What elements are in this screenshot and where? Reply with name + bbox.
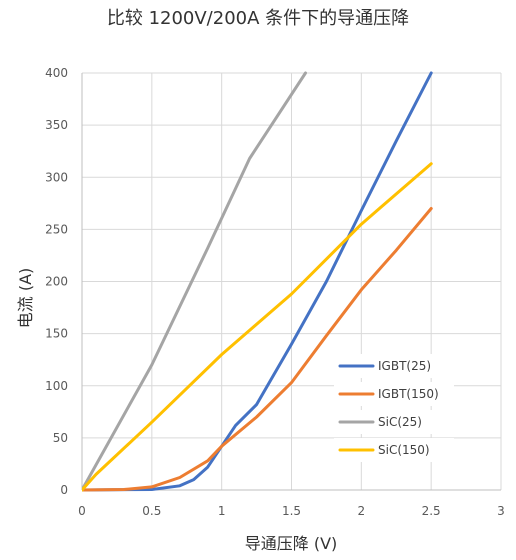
y-tick-label: 200	[45, 275, 68, 289]
x-tick-label: 0	[78, 504, 86, 518]
legend-label-sic-150: SiC(150)	[378, 443, 430, 457]
y-tick-label: 350	[45, 118, 68, 132]
x-tick-label: 3	[497, 504, 505, 518]
x-tick-label: 0.5	[142, 504, 161, 518]
legend-label-igbt-150: IGBT(150)	[378, 387, 439, 401]
x-tick-label: 1	[218, 504, 226, 518]
legend: IGBT(25) IGBT(150) SiC(25) SiC(150)	[334, 354, 454, 462]
x-axis-label: 导通压降 (V)	[245, 534, 338, 553]
y-tick-label: 100	[45, 379, 68, 393]
series-line-sic-150	[82, 162, 433, 492]
y-tick-label: 400	[45, 66, 68, 80]
y-axis-label: 电流 (A)	[16, 268, 35, 329]
x-tick-label: 1.5	[282, 504, 301, 518]
y-tick-label: 150	[45, 327, 68, 341]
series-line-igbt-25	[82, 71, 433, 492]
y-tick-label: 0	[60, 483, 68, 497]
series-line-sic-25	[82, 71, 307, 492]
series-line-igbt-150	[82, 207, 433, 492]
series-lines	[82, 71, 433, 492]
y-tick-labels: 0 50 100 150 200 250 300 350 400	[45, 66, 68, 497]
x-tick-labels: 0 0.5 1 1.5 2 2.5 3	[78, 504, 505, 518]
y-tick-label: 300	[45, 170, 68, 184]
y-tick-label: 50	[53, 431, 68, 445]
chart-title: 比较 1200V/200A 条件下的导通压降	[107, 8, 409, 29]
legend-label-igbt-25: IGBT(25)	[378, 359, 431, 373]
legend-label-sic-25: SiC(25)	[378, 415, 422, 429]
x-tick-label: 2	[358, 504, 366, 518]
x-tick-label: 2.5	[422, 504, 441, 518]
y-tick-label: 250	[45, 222, 68, 236]
